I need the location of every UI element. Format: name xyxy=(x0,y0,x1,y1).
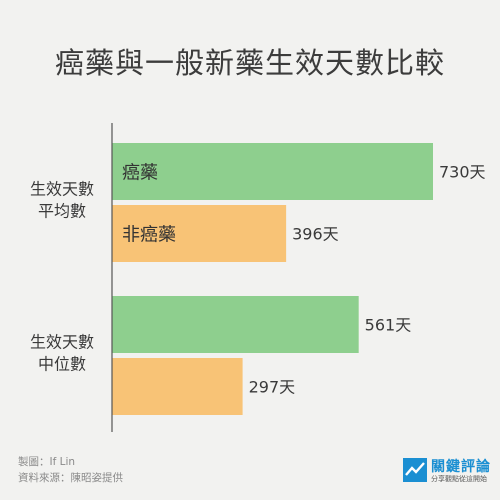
brand-mark-icon xyxy=(403,458,427,482)
bar-癌藥-1 xyxy=(112,143,433,200)
category-label-1-line-2: 平均數 xyxy=(38,202,86,221)
series-label-非癌藥: 非癌藥 xyxy=(122,225,176,246)
bar-非癌藥-1 xyxy=(112,205,287,262)
brand-tagline: 分享觀點從這開始 xyxy=(431,475,487,483)
series-label-癌藥: 癌藥 xyxy=(122,163,158,184)
value-label-癌藥-2: 561天 xyxy=(365,316,412,335)
brand-logo: 關鍵評論 分享觀點從這開始 xyxy=(403,456,491,484)
value-label-癌藥-1: 730天 xyxy=(439,163,486,182)
brand-name: 關鍵評論 xyxy=(431,459,491,475)
chart-title: 癌藥與一般新藥生效天數比較 xyxy=(54,46,445,80)
chart-maker-credit: 製圖：If Lin xyxy=(18,456,76,468)
category-label-2-line-1: 生效天數 xyxy=(30,333,94,352)
bar-癌藥-2 xyxy=(112,296,359,353)
category-label-2-line-2: 中位數 xyxy=(38,355,86,374)
bar-非癌藥-2 xyxy=(112,358,243,415)
category-label-1-line-1: 生效天數 xyxy=(30,180,94,199)
value-label-非癌藥-2: 297天 xyxy=(249,378,296,397)
value-label-非癌藥-1: 396天 xyxy=(292,225,339,244)
data-source-credit: 資料來源：陳昭姿提供 xyxy=(18,472,123,484)
